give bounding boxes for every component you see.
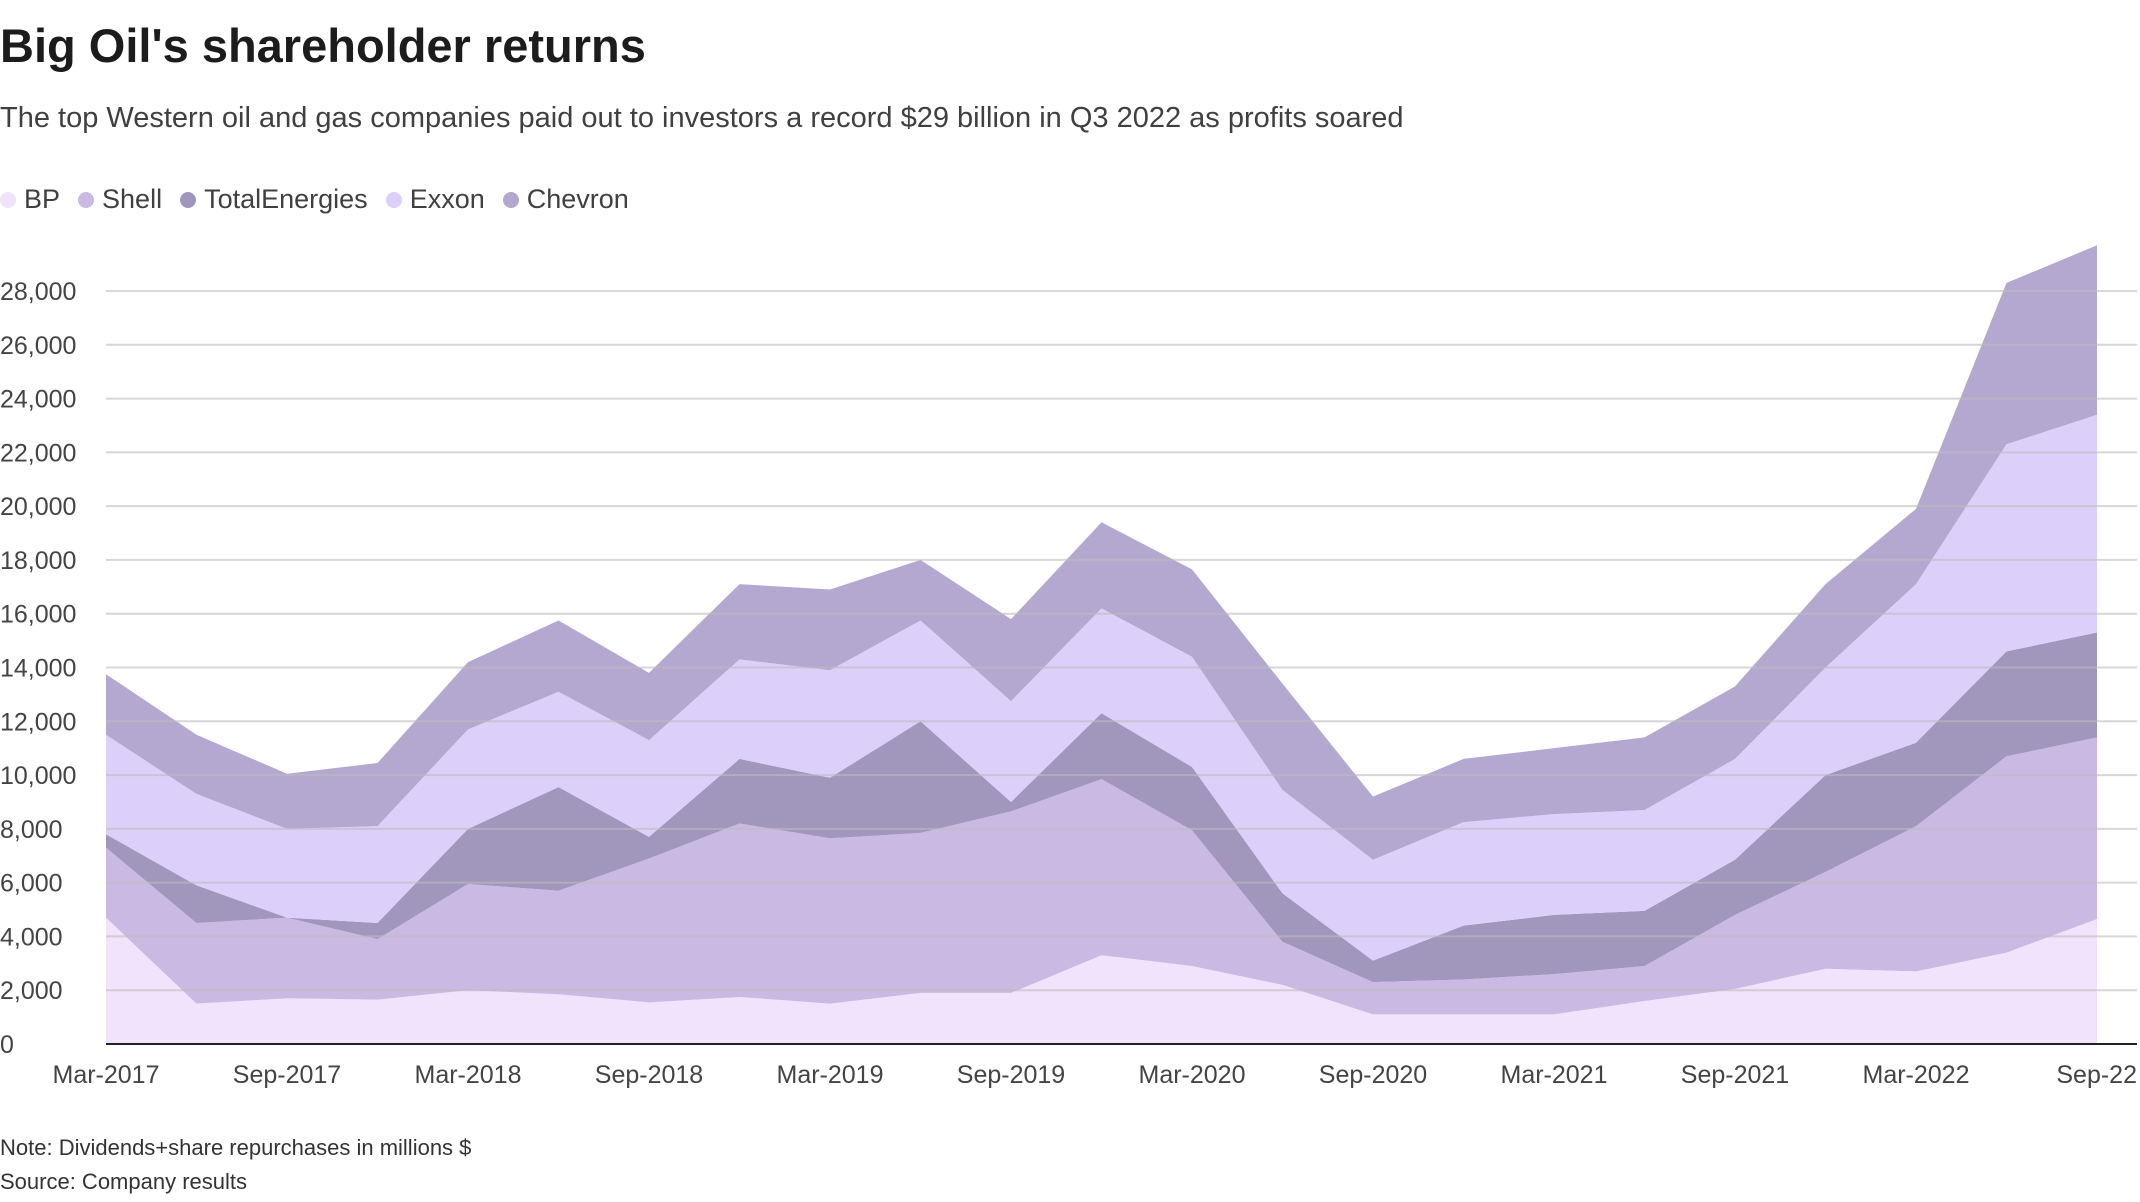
- x-tick-label: Sep-2019: [957, 1061, 1065, 1089]
- y-tick-label: 16,000: [0, 601, 76, 629]
- x-tick-label: Mar-2019: [777, 1061, 884, 1089]
- y-tick-label: 14,000: [0, 655, 76, 683]
- legend-label: BP: [24, 184, 61, 214]
- y-tick-label: 4,000: [0, 923, 63, 951]
- legend-label: Chevron: [526, 184, 629, 214]
- legend-label: TotalEnergies: [204, 184, 368, 214]
- y-tick-label: 2,000: [0, 977, 63, 1005]
- y-tick-label: 20,000: [0, 493, 76, 521]
- legend-label: Shell: [102, 184, 163, 214]
- legend-item-totalenergies: TotalEnergies: [180, 184, 368, 215]
- y-tick-label: 6,000: [0, 870, 63, 898]
- legend-swatch: [502, 191, 519, 208]
- legend-item-shell: Shell: [78, 184, 162, 215]
- y-tick-label: 24,000: [0, 386, 76, 414]
- y-tick-label: 26,000: [0, 332, 76, 360]
- y-tick-label: 22,000: [0, 439, 76, 467]
- chart-subtitle: The top Western oil and gas companies pa…: [0, 102, 1404, 134]
- legend-swatch: [0, 191, 16, 208]
- x-tick-label: Mar-2022: [1863, 1061, 1970, 1089]
- legend-item-chevron: Chevron: [502, 184, 629, 215]
- area-chevron: [106, 245, 2097, 860]
- x-tick-label: Sep-2018: [595, 1061, 703, 1089]
- legend: BP Shell TotalEnergies Exxon Chevron: [0, 184, 629, 215]
- legend-swatch: [180, 191, 197, 208]
- legend-item-exxon: Exxon: [385, 184, 485, 215]
- x-tick-label: Mar-2018: [415, 1061, 522, 1089]
- x-tick-label: Sep-2017: [233, 1061, 341, 1089]
- x-tick-label: Sep-22: [2056, 1061, 2137, 1089]
- y-tick-label: 28,000: [0, 278, 76, 306]
- area-exxon: [106, 414, 2097, 961]
- x-tick-label: Mar-2017: [53, 1061, 160, 1089]
- y-tick-label: 18,000: [0, 547, 76, 575]
- area-shell: [106, 737, 2097, 1015]
- x-tick-label: Mar-2021: [1501, 1061, 1608, 1089]
- chart-source: Source: Company results: [0, 1169, 247, 1194]
- legend-label: Exxon: [409, 184, 485, 214]
- legend-swatch: [385, 191, 402, 208]
- x-tick-label: Mar-2020: [1139, 1061, 1246, 1089]
- legend-swatch: [78, 191, 95, 208]
- y-tick-label: 12,000: [0, 708, 76, 736]
- y-tick-label: 8,000: [0, 816, 63, 844]
- y-tick-label: 0: [0, 1031, 14, 1059]
- chart-note: Note: Dividends+share repurchases in mil…: [0, 1135, 472, 1160]
- x-tick-label: Sep-2021: [1681, 1061, 1789, 1089]
- x-tick-label: Sep-2020: [1319, 1061, 1427, 1089]
- chart-title: Big Oil's shareholder returns: [0, 19, 646, 72]
- legend-item-bp: BP: [0, 184, 60, 215]
- area-bp: [106, 917, 2097, 1044]
- y-tick-label: 10,000: [0, 762, 76, 790]
